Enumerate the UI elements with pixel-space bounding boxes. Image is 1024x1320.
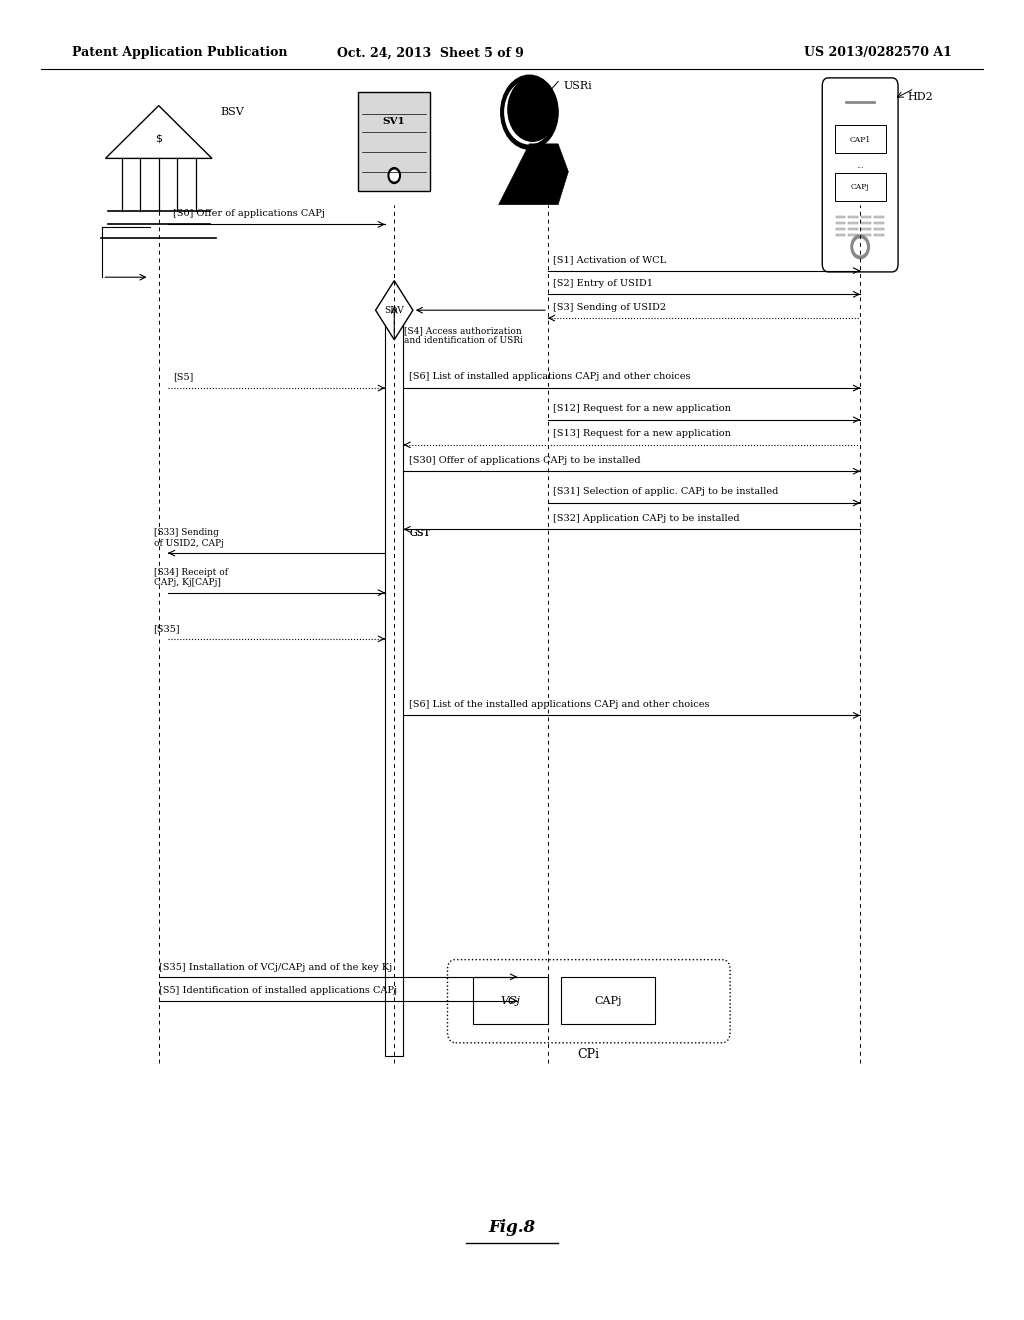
Text: VCj: VCj (501, 995, 520, 1006)
Polygon shape (376, 281, 413, 339)
FancyBboxPatch shape (848, 216, 858, 218)
Circle shape (388, 168, 400, 183)
Circle shape (508, 78, 557, 141)
Text: HD2: HD2 (907, 92, 933, 103)
Circle shape (390, 170, 398, 181)
Text: CAPj: CAPj (851, 183, 869, 191)
Text: CAPj: CAPj (595, 995, 622, 1006)
Text: GST: GST (410, 529, 431, 537)
Text: [S35]: [S35] (154, 624, 180, 634)
Text: ...: ... (856, 161, 864, 169)
Circle shape (851, 235, 869, 259)
FancyBboxPatch shape (835, 173, 886, 201)
Text: CPi: CPi (578, 1048, 600, 1061)
FancyBboxPatch shape (874, 228, 884, 230)
FancyBboxPatch shape (358, 92, 430, 191)
Text: [S12] Request for a new application: [S12] Request for a new application (553, 404, 731, 413)
Text: [S30] Offer of applications CAPj to be installed: [S30] Offer of applications CAPj to be i… (409, 455, 640, 465)
Text: BSV: BSV (220, 107, 244, 117)
Text: [S34] Receipt of
CAPj, Kj[CAPj]: [S34] Receipt of CAPj, Kj[CAPj] (154, 568, 227, 587)
Circle shape (505, 81, 554, 144)
FancyBboxPatch shape (561, 977, 655, 1024)
Text: [S35] Installation of VCj/CAPj and of the key Kj: [S35] Installation of VCj/CAPj and of th… (159, 962, 392, 972)
FancyBboxPatch shape (836, 235, 846, 236)
Text: [S3] Sending of USID2: [S3] Sending of USID2 (553, 302, 666, 312)
Text: [S32] Application CAPj to be installed: [S32] Application CAPj to be installed (553, 513, 739, 523)
FancyBboxPatch shape (447, 960, 730, 1043)
Text: SV1: SV1 (383, 117, 406, 125)
Text: [S5]: [S5] (173, 372, 194, 381)
FancyBboxPatch shape (874, 235, 884, 236)
Polygon shape (499, 144, 568, 205)
Text: [S33] Sending
of USID2, CAPj: [S33] Sending of USID2, CAPj (154, 528, 223, 548)
Text: CAP1: CAP1 (850, 136, 870, 144)
Text: Oct. 24, 2013  Sheet 5 of 9: Oct. 24, 2013 Sheet 5 of 9 (337, 46, 523, 59)
FancyBboxPatch shape (848, 235, 858, 236)
Text: [S0] Offer of applications CAPj: [S0] Offer of applications CAPj (173, 209, 325, 218)
Text: SDV: SDV (384, 306, 404, 314)
Text: [S4] Access authorization
and identification of USRi: [S4] Access authorization and identifica… (404, 326, 523, 346)
FancyBboxPatch shape (861, 222, 870, 224)
FancyBboxPatch shape (822, 78, 898, 272)
Text: [S31] Selection of applic. CAPj to be installed: [S31] Selection of applic. CAPj to be in… (553, 487, 778, 496)
Text: [S1] Activation of WCL: [S1] Activation of WCL (553, 255, 667, 264)
Text: [S6] List of the installed applications CAPj and other choices: [S6] List of the installed applications … (409, 700, 709, 709)
Text: USRi: USRi (563, 81, 592, 91)
Text: Patent Application Publication: Patent Application Publication (72, 46, 287, 59)
Text: [S2] Entry of USID1: [S2] Entry of USID1 (553, 279, 653, 288)
FancyBboxPatch shape (836, 228, 846, 230)
Text: [S5] Identification of installed applications CAPj: [S5] Identification of installed applica… (159, 986, 397, 995)
Text: $: $ (156, 133, 162, 144)
FancyBboxPatch shape (836, 222, 846, 224)
FancyBboxPatch shape (836, 216, 846, 218)
Circle shape (854, 239, 866, 255)
FancyBboxPatch shape (473, 977, 548, 1024)
FancyBboxPatch shape (848, 222, 858, 224)
Text: US 2013/0282570 A1: US 2013/0282570 A1 (805, 46, 952, 59)
FancyBboxPatch shape (874, 222, 884, 224)
FancyBboxPatch shape (874, 216, 884, 218)
Text: [S13] Request for a new application: [S13] Request for a new application (553, 429, 731, 438)
FancyBboxPatch shape (835, 125, 886, 153)
FancyBboxPatch shape (385, 304, 403, 1056)
Text: [S6] List of installed applications CAPj and other choices: [S6] List of installed applications CAPj… (409, 372, 690, 381)
FancyBboxPatch shape (861, 235, 870, 236)
FancyBboxPatch shape (848, 228, 858, 230)
Circle shape (501, 75, 558, 149)
Text: GST: GST (410, 529, 431, 537)
FancyBboxPatch shape (861, 216, 870, 218)
Text: Fig.8: Fig.8 (488, 1220, 536, 1236)
FancyBboxPatch shape (861, 228, 870, 230)
